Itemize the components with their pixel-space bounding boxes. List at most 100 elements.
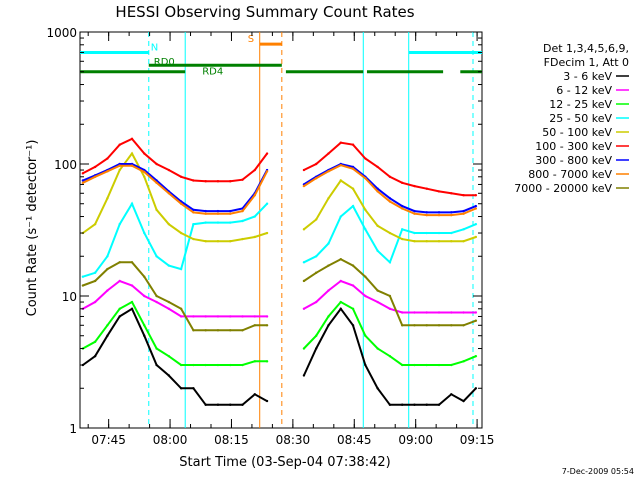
data-point: [192, 387, 195, 390]
data-point: [413, 240, 416, 243]
data-point: [130, 162, 134, 166]
data-point: [425, 403, 428, 406]
data-point: [413, 311, 416, 314]
data-point: [179, 307, 183, 310]
data-point: [229, 240, 232, 243]
data-point: [351, 187, 355, 190]
y-tick-label: 10: [62, 290, 77, 304]
data-point: [351, 204, 355, 208]
data-point: [327, 152, 330, 155]
data-point: [425, 311, 428, 314]
data-point: [302, 347, 306, 350]
data-point: [315, 300, 318, 304]
legend-label-6-12: 6 - 12 keV: [556, 84, 612, 97]
data-point: [327, 289, 330, 292]
data-point: [81, 179, 85, 182]
data-point: [302, 374, 306, 377]
data-point: [450, 363, 453, 367]
data-point: [413, 184, 416, 188]
data-point: [167, 222, 171, 226]
data-point: [93, 354, 97, 358]
data-point: [364, 363, 367, 367]
legend-label-12-25: 12 - 25 keV: [549, 98, 612, 111]
data-point: [204, 315, 207, 318]
data-point: [413, 212, 416, 215]
data-point: [253, 315, 257, 318]
data-point: [388, 175, 392, 178]
data-point: [229, 209, 232, 213]
data-point: [315, 271, 318, 274]
data-point: [204, 240, 207, 243]
data-point: [364, 228, 367, 231]
data-point: [400, 363, 404, 367]
data-point: [376, 347, 379, 350]
data-point: [155, 208, 158, 211]
data-point: [462, 311, 465, 314]
x-tick-label: 08:15: [214, 433, 249, 447]
data-point: [462, 399, 465, 403]
data-point: [93, 279, 97, 283]
data-point: [474, 194, 478, 197]
data-point: [327, 197, 330, 200]
data-point: [364, 177, 367, 180]
data-point: [179, 387, 183, 390]
data-point: [155, 347, 158, 350]
data-point: [93, 340, 97, 343]
data-point: [474, 319, 478, 322]
data-point: [167, 264, 171, 267]
data-point: [302, 168, 306, 172]
data-point: [388, 197, 392, 200]
data-point: [388, 200, 392, 203]
data-point: [130, 261, 134, 264]
data-point: [253, 360, 257, 363]
data-point: [364, 157, 367, 160]
data-point: [474, 311, 478, 314]
data-point: [155, 363, 158, 367]
data-point: [364, 334, 367, 337]
data-point: [192, 179, 195, 182]
data-point: [118, 164, 121, 167]
x-tick-label: 08:30: [276, 433, 311, 447]
data-point: [327, 264, 330, 267]
data-point: [474, 387, 478, 390]
series-line-3-6: [82, 307, 477, 406]
data-point: [376, 387, 379, 390]
data-point: [253, 393, 257, 396]
data-point: [155, 294, 158, 298]
data-point: [413, 209, 416, 213]
data-point: [474, 207, 478, 210]
data-point: [229, 315, 232, 318]
data-point: [179, 267, 183, 271]
data-point: [143, 231, 146, 235]
chart-title: HESSI Observing Summary Count Rates: [115, 3, 414, 21]
data-point: [143, 175, 146, 178]
data-point: [425, 187, 428, 190]
data-point: [376, 165, 379, 169]
x-tick-label: 07:45: [91, 433, 126, 447]
x-tick-label: 08:45: [337, 433, 372, 447]
data-point: [265, 360, 269, 363]
data-point: [413, 231, 416, 235]
y-axis-label: Count Rate (s⁻¹ detector⁻¹): [25, 140, 40, 317]
data-point: [388, 294, 392, 298]
flag-label-n: N: [151, 42, 158, 53]
data-point: [93, 271, 97, 274]
data-point: [462, 209, 465, 213]
data-point: [474, 235, 478, 239]
data-point: [167, 374, 171, 377]
data-point: [265, 202, 269, 205]
data-point: [327, 324, 330, 327]
data-point: [462, 212, 465, 215]
data-point: [204, 209, 207, 213]
data-point: [93, 300, 97, 304]
data-point: [376, 224, 379, 228]
data-point: [351, 167, 355, 170]
data-point: [437, 190, 441, 193]
y-tick-label: 1000: [46, 26, 77, 40]
data-point: [351, 284, 355, 287]
data-point: [315, 255, 318, 258]
data-point: [106, 170, 109, 173]
data-point: [425, 211, 428, 214]
data-point: [106, 157, 109, 160]
